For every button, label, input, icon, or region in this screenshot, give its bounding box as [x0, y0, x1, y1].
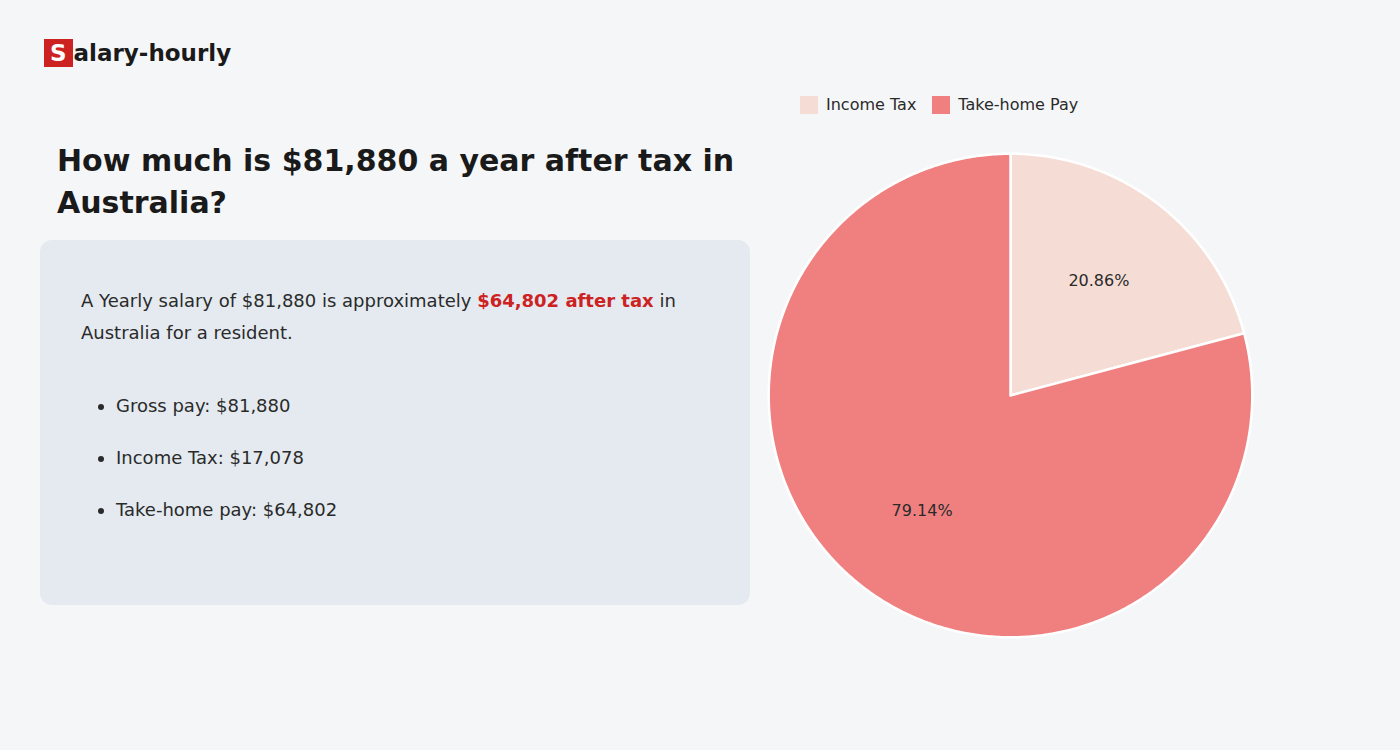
html-text:S alary-hourly: S alary-hourly	[50, 40, 232, 66]
html-text:Take-home pay: $64,802: Take-home pay: $64,802	[116, 499, 338, 520]
html-text:A Yearly salary of $81,880 is: A Yearly salary of $81,880 is approximat…	[81, 290, 676, 311]
html-text:Gross pay: $81,880: Gross pay: $81,880	[116, 395, 291, 416]
html-text:Take-home Pay: Take-home Pay	[958, 95, 1079, 114]
html-text:Australia for a resident.: Australia for a resident.	[81, 321, 293, 343]
html-text:Income Tax: Income Tax	[826, 95, 917, 114]
svg-text:79.14%: 79.14%	[892, 501, 953, 520]
svg-text:20.86%: 20.86%	[1068, 271, 1129, 290]
html-text:Income Tax: $17,078: Income Tax: $17,078	[116, 447, 304, 468]
html-text:How much is $81,880 a year aft: How much is $81,880 a year after tax in …	[57, 143, 735, 220]
